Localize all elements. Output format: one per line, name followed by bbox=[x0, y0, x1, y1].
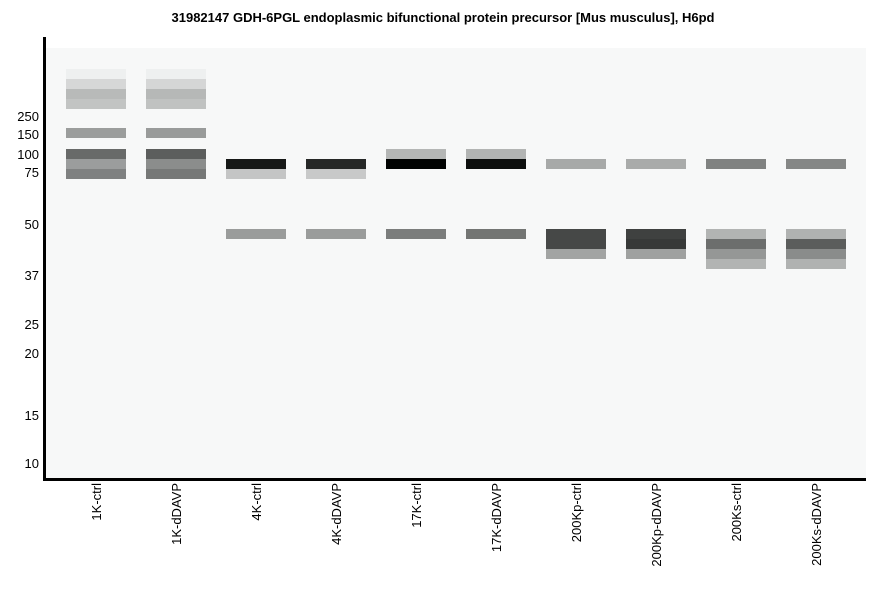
gel-band bbox=[786, 249, 846, 259]
gel-band bbox=[626, 249, 686, 259]
figure-title: 31982147 GDH-6PGL endoplasmic bifunction… bbox=[171, 10, 715, 25]
gel-band bbox=[466, 229, 526, 239]
lane-label: 17K-dDAVP bbox=[489, 483, 504, 553]
gel-band bbox=[786, 239, 846, 249]
gel-band bbox=[386, 159, 446, 169]
gel-band bbox=[386, 149, 446, 159]
y-tick-label: 37 bbox=[24, 268, 39, 283]
gel-band bbox=[66, 159, 126, 169]
gel-band bbox=[626, 229, 686, 239]
gel-band bbox=[306, 159, 366, 169]
gel-band bbox=[66, 169, 126, 179]
gel-band bbox=[226, 229, 286, 239]
gel-band bbox=[146, 149, 206, 159]
gel-band bbox=[66, 99, 126, 109]
gel-band bbox=[66, 69, 126, 79]
lane-label: 4K-dDAVP bbox=[329, 483, 344, 545]
lane-label: 1K-dDAVP bbox=[169, 483, 184, 545]
gel-band bbox=[66, 79, 126, 89]
y-tick-label: 100 bbox=[17, 147, 39, 162]
gel-band bbox=[66, 149, 126, 159]
gel-band bbox=[226, 159, 286, 169]
lane-label: 200Kp-ctrl bbox=[569, 483, 584, 543]
gel-band bbox=[626, 239, 686, 249]
gel-band bbox=[706, 239, 766, 249]
y-axis-line bbox=[43, 37, 46, 481]
gel-band bbox=[146, 69, 206, 79]
gel-band bbox=[786, 259, 846, 269]
gel-band bbox=[306, 169, 366, 179]
gel-band bbox=[546, 249, 606, 259]
lane-label: 200Ks-ctrl bbox=[729, 483, 744, 542]
gel-band bbox=[306, 229, 366, 239]
x-axis-line bbox=[43, 478, 866, 481]
gel-band bbox=[706, 229, 766, 239]
gel-band bbox=[146, 99, 206, 109]
gel-band bbox=[146, 159, 206, 169]
gel-band bbox=[626, 159, 686, 169]
y-tick-label: 15 bbox=[24, 408, 39, 423]
gel-band bbox=[466, 159, 526, 169]
y-tick-label: 20 bbox=[24, 346, 39, 361]
y-tick-label: 25 bbox=[24, 317, 39, 332]
y-tick-label: 10 bbox=[24, 456, 39, 471]
gel-band bbox=[706, 259, 766, 269]
lane-label: 200Ks-dDAVP bbox=[809, 483, 824, 566]
gel-band bbox=[146, 128, 206, 138]
gel-band bbox=[786, 229, 846, 239]
y-tick-label: 250 bbox=[17, 109, 39, 124]
lane-label: 17K-ctrl bbox=[409, 483, 424, 528]
y-tick-label: 75 bbox=[24, 165, 39, 180]
gel-band bbox=[66, 128, 126, 138]
gel-band bbox=[786, 159, 846, 169]
gel-band bbox=[546, 159, 606, 169]
gel-band bbox=[146, 169, 206, 179]
y-tick-label: 150 bbox=[17, 127, 39, 142]
gel-band bbox=[706, 159, 766, 169]
gel-band bbox=[386, 229, 446, 239]
gel-band bbox=[706, 249, 766, 259]
gel-band bbox=[146, 89, 206, 99]
gel-band bbox=[466, 149, 526, 159]
gel-band bbox=[546, 229, 606, 249]
y-tick-label: 50 bbox=[24, 217, 39, 232]
gel-band bbox=[66, 89, 126, 99]
gel-band bbox=[146, 79, 206, 89]
lane-label: 1K-ctrl bbox=[89, 483, 104, 521]
lane-label: 200Kp-dDAVP bbox=[649, 483, 664, 567]
gel-band bbox=[226, 169, 286, 179]
lane-label: 4K-ctrl bbox=[249, 483, 264, 521]
